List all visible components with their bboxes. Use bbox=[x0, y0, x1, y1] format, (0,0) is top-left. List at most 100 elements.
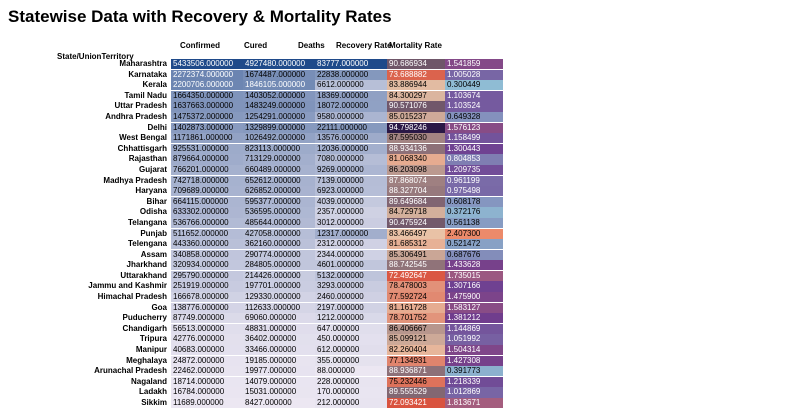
cell-cured: 652612.000000 bbox=[243, 175, 315, 186]
row-state-label: Puducherry bbox=[122, 313, 167, 323]
cell-mortality: 1.541859 bbox=[445, 59, 503, 70]
table-row: Haryana 709689.000000 626852.000000 6923.00… bbox=[0, 186, 806, 197]
row-state-label: Chhattisgarh bbox=[117, 143, 167, 153]
cell-confirmed: 1402873.000000 bbox=[171, 122, 243, 133]
cell-recovery: 85.015237 bbox=[387, 111, 445, 123]
cell-confirmed: 1171861.000000 bbox=[171, 133, 243, 144]
cell-confirmed: 742718.000000 bbox=[171, 175, 243, 186]
cell-mortality: 0.561138 bbox=[445, 217, 503, 229]
table-row: West Bengal 1171861.000000 1026492.000000 1… bbox=[0, 133, 806, 144]
table-row: Manipur 40683.000000 33466.000000 612.00000… bbox=[0, 345, 806, 356]
table-row: Delhi 1402873.000000 1329899.000000 22111.0… bbox=[0, 122, 806, 134]
cell-deaths: 18072.000000 bbox=[315, 101, 387, 112]
cell-cured: 1846105.000000 bbox=[243, 80, 315, 91]
row-state-label: Chandigarh bbox=[122, 323, 167, 333]
cell-recovery: 86.203098 bbox=[387, 164, 445, 176]
cell-confirmed: 664115.000000 bbox=[171, 196, 243, 207]
cell-confirmed: 766201.000000 bbox=[171, 164, 243, 176]
row-state-label: Himachal Pradesh bbox=[97, 292, 167, 302]
table-row: Jammu and Kashmir 251919.000000 197701.000… bbox=[0, 281, 806, 292]
row-state-label: Meghalaya bbox=[126, 355, 167, 365]
cell-recovery: 82.260404 bbox=[387, 345, 445, 356]
table-row: Andhra Pradesh 1475372.000000 1254291.0000… bbox=[0, 111, 806, 123]
cell-mortality: 1.504314 bbox=[445, 345, 503, 356]
row-state-label: Maharashtra bbox=[119, 59, 167, 68]
table-row: Ladakh 16784.000000 15031.000000 170.000000… bbox=[0, 387, 806, 398]
row-state-label: Madhya Pradesh bbox=[103, 175, 167, 185]
row-state-label: Tripura bbox=[139, 334, 167, 344]
cell-confirmed: 709689.000000 bbox=[171, 186, 243, 197]
cell-confirmed: 340858.000000 bbox=[171, 249, 243, 260]
cell-cured: 1329899.000000 bbox=[243, 122, 315, 133]
cell-confirmed: 1637663.000000 bbox=[171, 101, 243, 112]
cell-mortality: 1.433628 bbox=[445, 260, 503, 271]
row-state-label: Manipur bbox=[135, 345, 167, 355]
table-row: Sikkim 11689.000000 8427.000000 212.000000 7… bbox=[0, 398, 806, 409]
table-row: Tamil Nadu 1664350.000000 1403052.000000 18… bbox=[0, 90, 806, 102]
cell-cured: 823113.000000 bbox=[243, 143, 315, 154]
cell-confirmed: 633302.000000 bbox=[171, 207, 243, 218]
column-header-deaths: Deaths bbox=[298, 41, 325, 50]
cell-recovery: 90.571076 bbox=[387, 101, 445, 112]
cell-cured: 69060.000000 bbox=[243, 313, 315, 324]
cell-confirmed: 40683.000000 bbox=[171, 345, 243, 356]
cell-mortality: 0.961199 bbox=[445, 175, 503, 186]
column-header-confirmed: Confirmed bbox=[180, 41, 220, 50]
table-row: Punjab 511652.000000 427058.000000 12317.00… bbox=[0, 228, 806, 240]
cell-confirmed: 24872.000000 bbox=[171, 355, 243, 366]
cell-confirmed: 925531.000000 bbox=[171, 143, 243, 154]
row-state-label: Bihar bbox=[146, 196, 167, 206]
row-state-label: Gujarat bbox=[138, 164, 167, 174]
cell-deaths: 212.000000 bbox=[315, 398, 387, 409]
table-row: Arunachal Pradesh 22462.000000 19977.00000… bbox=[0, 366, 806, 377]
row-state-label: Punjab bbox=[140, 228, 167, 238]
cell-confirmed: 138776.000000 bbox=[171, 302, 243, 313]
cell-mortality: 1.381212 bbox=[445, 313, 503, 324]
table-row: Himachal Pradesh 166678.000000 129330.0000… bbox=[0, 292, 806, 303]
cell-cured: 14079.000000 bbox=[243, 376, 315, 387]
cell-cured: 626852.000000 bbox=[243, 186, 315, 197]
index-label: State/UnionTerritory bbox=[57, 52, 134, 61]
cell-recovery: 77.134931 bbox=[387, 355, 445, 366]
cell-recovery: 73.688882 bbox=[387, 69, 445, 80]
cell-mortality: 1.583127 bbox=[445, 302, 503, 313]
cell-confirmed: 251919.000000 bbox=[171, 281, 243, 292]
row-state-label: Uttar Pradesh bbox=[114, 101, 167, 111]
cell-recovery: 85.306491 bbox=[387, 249, 445, 260]
cell-cured: 660489.000000 bbox=[243, 164, 315, 176]
row-state-label: Goa bbox=[151, 302, 167, 312]
table-row: Telangana 536766.000000 485644.000000 3012.… bbox=[0, 217, 806, 229]
cell-recovery: 72.492647 bbox=[387, 270, 445, 282]
cell-recovery: 86.406667 bbox=[387, 323, 445, 335]
cell-confirmed: 56513.000000 bbox=[171, 323, 243, 335]
cell-confirmed: 295790.000000 bbox=[171, 270, 243, 282]
cell-deaths: 12317.000000 bbox=[315, 228, 387, 239]
cell-cured: 197701.000000 bbox=[243, 281, 315, 292]
column-header-recovery-rate: Recovery Rate bbox=[336, 41, 392, 50]
cell-confirmed: 536766.000000 bbox=[171, 217, 243, 229]
cell-recovery: 83.466497 bbox=[387, 228, 445, 239]
table-row: Assam 340858.000000 290774.000000 2344.0000… bbox=[0, 249, 806, 261]
row-state-label: Delhi bbox=[147, 122, 167, 132]
cell-cured: 4927480.000000 bbox=[243, 59, 315, 70]
cell-cured: 36402.000000 bbox=[243, 334, 315, 345]
cell-deaths: 2344.000000 bbox=[315, 249, 387, 260]
row-state-label: Ladakh bbox=[138, 387, 167, 397]
cell-recovery: 81.068340 bbox=[387, 154, 445, 165]
cell-deaths: 22111.000000 bbox=[315, 122, 387, 133]
cell-deaths: 2357.000000 bbox=[315, 207, 387, 218]
cell-cured: 485644.000000 bbox=[243, 217, 315, 229]
cell-mortality: 0.649328 bbox=[445, 111, 503, 123]
cell-cured: 536595.000000 bbox=[243, 207, 315, 218]
cell-deaths: 13576.000000 bbox=[315, 133, 387, 144]
table-row: Nagaland 18714.000000 14079.000000 228.0000… bbox=[0, 376, 806, 388]
cell-confirmed: 16784.000000 bbox=[171, 387, 243, 398]
table-row: Jharkhand 320934.000000 284805.000000 4601.… bbox=[0, 260, 806, 271]
cell-recovery: 75.232446 bbox=[387, 376, 445, 387]
column-header-cured: Cured bbox=[244, 41, 268, 50]
cell-confirmed: 11689.000000 bbox=[171, 398, 243, 409]
cell-confirmed: 2272374.000000 bbox=[171, 69, 243, 80]
cell-mortality: 1.051992 bbox=[445, 334, 503, 345]
cell-mortality: 0.608178 bbox=[445, 196, 503, 207]
table-row: Rajasthan 879664.000000 713129.000000 7080.… bbox=[0, 154, 806, 165]
